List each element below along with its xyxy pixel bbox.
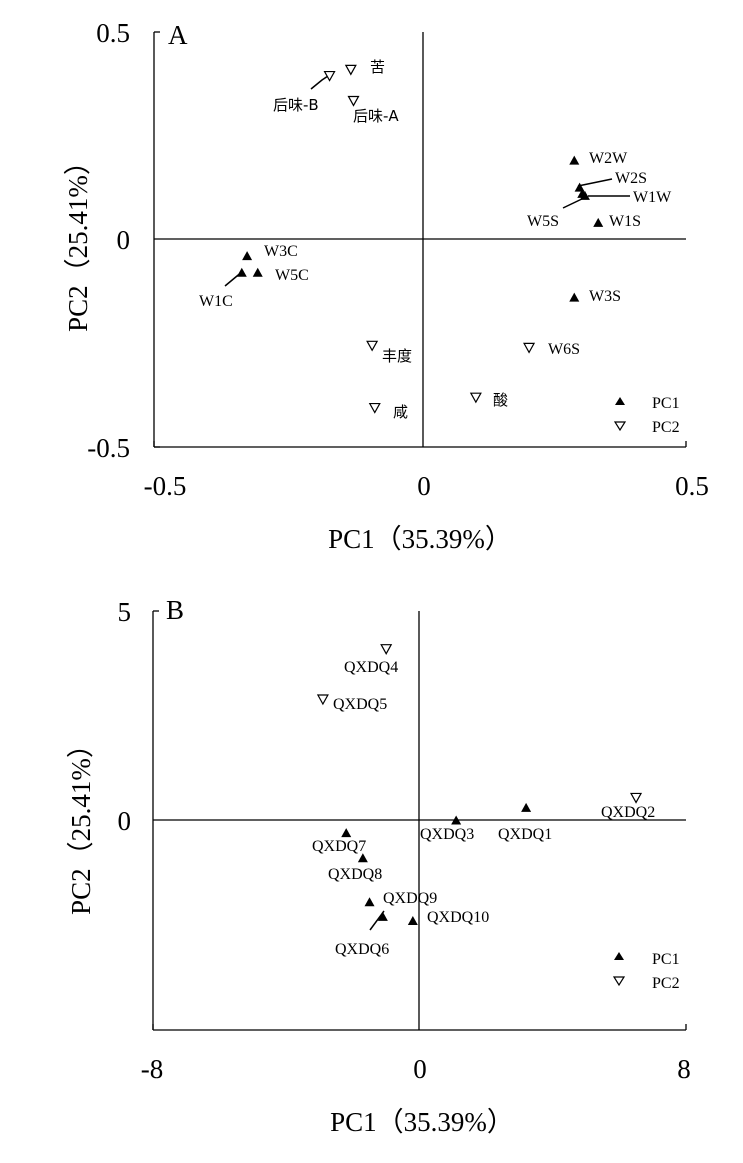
- point-label: W2W: [589, 150, 628, 167]
- legend-marker-filled-triangle: [614, 952, 624, 960]
- panel-b-point-labels: QXDQ4 QXDQ5 QXDQ2 QXDQ1 QXDQ3 QXDQ7 QXDQ…: [312, 659, 655, 958]
- panel-b-x-axis-label: PC1（35.39%）: [330, 1107, 514, 1137]
- point-label: W1W: [633, 189, 672, 206]
- pc1-marker-w3c: [242, 251, 253, 261]
- panel-b-xtick-label: 0: [413, 1054, 427, 1084]
- point-label: W1C: [199, 293, 233, 310]
- legend-label-pc1: PC1: [652, 395, 680, 412]
- point-label: W6S: [548, 341, 580, 358]
- panel-b-ytick-label: 0: [118, 806, 132, 836]
- pc2-marker-cjk: [366, 340, 379, 352]
- point-label: W3C: [264, 243, 298, 260]
- point-label: QXDQ6: [335, 941, 389, 958]
- point-label: 丰度: [382, 347, 412, 365]
- panel-a-chart: A 0.5 0 -0.5 -0.5 0 0.5 PC1（35.39%） PC2（…: [63, 18, 709, 554]
- panel-b-markers: [316, 644, 643, 926]
- panel-a-point-labels: 苦 后味-B 后味-A W2W W2S W1W W5S W1S W3S W3C …: [199, 58, 672, 421]
- point-label: 后味-B: [273, 96, 319, 114]
- panel-b-xtick-label: 8: [677, 1054, 691, 1084]
- pc1-marker-w2s: [574, 182, 585, 192]
- panel-b-legend: PC1 PC2: [612, 951, 680, 992]
- pc1-marker-w1c: [236, 267, 247, 277]
- panel-b-y-axis-label: PC2（25.41%）: [66, 731, 96, 915]
- pc2-marker-qxdq2: [630, 792, 643, 804]
- panel-a-ytick-label: 0.5: [96, 18, 130, 48]
- point-label: W1S: [609, 213, 641, 230]
- point-label: QXDQ4: [344, 659, 398, 676]
- panel-b-label: B: [166, 595, 184, 625]
- point-label: 咸: [393, 403, 408, 421]
- pc2-marker-w6s: [523, 342, 536, 354]
- pc2-marker--b: [323, 70, 336, 82]
- panel-b-xtick-label: -8: [141, 1054, 164, 1084]
- pc2-marker--a: [347, 95, 360, 107]
- pc2-marker-cjk: [344, 64, 357, 76]
- pc1-marker-qxdq3: [451, 815, 462, 825]
- panel-a-ytick-label: 0: [117, 225, 131, 255]
- pc1-marker-w2w: [569, 155, 580, 165]
- pc1-marker-w5c: [252, 267, 263, 277]
- point-label: QXDQ5: [333, 696, 387, 713]
- point-label: W3S: [589, 288, 621, 305]
- pc2-marker-qxdq4: [380, 644, 393, 655]
- legend-label-pc2: PC2: [652, 419, 680, 436]
- pc1-marker-qxdq10: [407, 916, 418, 926]
- pc2-marker-cjk: [469, 392, 482, 404]
- pc2-marker-qxdq5: [316, 694, 329, 706]
- point-label: W2S: [615, 170, 647, 187]
- point-label: W5C: [275, 267, 309, 284]
- panel-a-xtick-label: 0.5: [675, 471, 709, 501]
- point-label: 酸: [493, 391, 508, 409]
- panel-a-ytick-label: -0.5: [87, 433, 130, 463]
- point-label: 后味-A: [353, 107, 399, 125]
- legend-marker-filled-triangle: [615, 397, 625, 405]
- pc1-marker-qxdq7: [341, 828, 352, 838]
- point-label: 苦: [370, 58, 385, 76]
- panel-a-xtick-label: 0: [417, 471, 431, 501]
- panel-a-legend: PC1 PC2: [613, 395, 680, 436]
- legend-marker-open-triangle: [613, 421, 627, 432]
- panel-a-y-axis-label: PC2（25.41%）: [63, 148, 93, 332]
- point-label: QXDQ9: [383, 890, 437, 907]
- point-label: QXDQ1: [498, 826, 552, 843]
- pc1-marker-w3s: [569, 292, 580, 302]
- legend-label-pc2: PC2: [652, 975, 680, 992]
- pc1-marker-qxdq1: [521, 802, 532, 812]
- panel-b-chart: B 5 0 -8 0 8 PC1（35.39%） PC2（25.41%） QXD…: [66, 595, 691, 1137]
- pc2-marker-cjk: [368, 402, 381, 414]
- pc1-marker-qxdq6: [377, 911, 388, 921]
- point-label: QXDQ7: [312, 838, 366, 855]
- point-label: QXDQ3: [420, 826, 474, 843]
- point-label: QXDQ10: [427, 909, 489, 926]
- pc1-marker-w5s: [577, 188, 588, 198]
- panel-a-xtick-label: -0.5: [144, 471, 187, 501]
- legend-marker-open-triangle: [612, 976, 626, 987]
- pc1-marker-w1s: [593, 217, 604, 227]
- legend-label-pc1: PC1: [652, 951, 680, 968]
- point-label: W5S: [527, 213, 559, 230]
- pc1-marker-qxdq9: [364, 897, 375, 907]
- leader-line-w2s: [577, 178, 613, 187]
- panel-b-ytick-label: 5: [118, 597, 132, 627]
- panel-a-markers: [236, 64, 604, 414]
- point-label: QXDQ8: [328, 866, 382, 883]
- panel-a-label: A: [168, 20, 188, 50]
- point-label: QXDQ2: [601, 804, 655, 821]
- pc1-marker-qxdq8: [357, 853, 368, 863]
- panel-a-x-axis-label: PC1（35.39%）: [328, 524, 512, 554]
